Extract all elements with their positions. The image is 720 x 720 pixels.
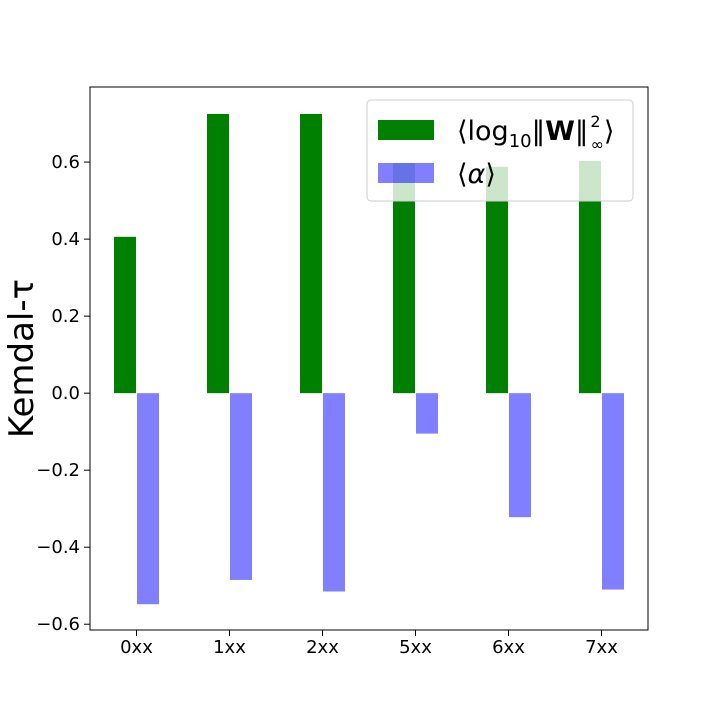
bar-series-2-0xx bbox=[137, 393, 159, 605]
bar-series-1-1xx bbox=[207, 113, 229, 394]
y-tick-label: 0.2 bbox=[51, 306, 80, 327]
legend-label-series-2: ⟨α⟩ bbox=[457, 159, 496, 190]
bar-series-1-7xx bbox=[579, 160, 601, 394]
legend-swatch-series-2 bbox=[378, 163, 434, 183]
y-tick-label: 0.6 bbox=[51, 152, 80, 173]
bar-series-2-1xx bbox=[230, 393, 252, 580]
y-tick-label: −0.2 bbox=[36, 460, 80, 481]
bar-series-2-5xx bbox=[416, 393, 438, 434]
y-axis-label: Kemdal-τ bbox=[2, 279, 42, 438]
bar-series-1-5xx bbox=[393, 163, 415, 394]
plot-frame bbox=[89, 86, 649, 631]
y-tick-label: 0.0 bbox=[51, 383, 80, 404]
x-axis: 0xx 1xx 2xx 5xx 6xx 7xx bbox=[120, 630, 618, 658]
y-tick-label: −0.6 bbox=[36, 614, 80, 635]
y-axis: −0.6 −0.4 −0.2 0.0 0.2 0.4 0.6 bbox=[36, 152, 90, 635]
y-tick-label: −0.4 bbox=[36, 537, 80, 558]
x-tick-label: 0xx bbox=[120, 637, 153, 658]
y-tick-label: 0.4 bbox=[51, 229, 80, 250]
x-tick-label: 1xx bbox=[213, 637, 246, 658]
x-tick-label: 6xx bbox=[492, 637, 525, 658]
legend-label-series-1: ⟨log10‖W‖ 2 ∞⟩ bbox=[457, 112, 614, 154]
bars-layer bbox=[114, 113, 624, 605]
bar-series-2-2xx bbox=[323, 393, 345, 592]
legend-swatch-series-1 bbox=[378, 120, 434, 140]
bar-series-2-6xx bbox=[509, 393, 531, 518]
x-tick-label: 5xx bbox=[399, 637, 432, 658]
bar-series-1-2xx bbox=[300, 113, 322, 394]
bar-series-1-0xx bbox=[114, 236, 136, 394]
bar-series-2-7xx bbox=[602, 393, 624, 590]
bar-series-1-6xx bbox=[486, 166, 508, 394]
x-tick-label: 7xx bbox=[585, 637, 618, 658]
legend: ⟨log10‖W‖ 2 ∞⟩ ⟨α⟩ bbox=[366, 99, 634, 202]
x-tick-label: 2xx bbox=[306, 637, 339, 658]
